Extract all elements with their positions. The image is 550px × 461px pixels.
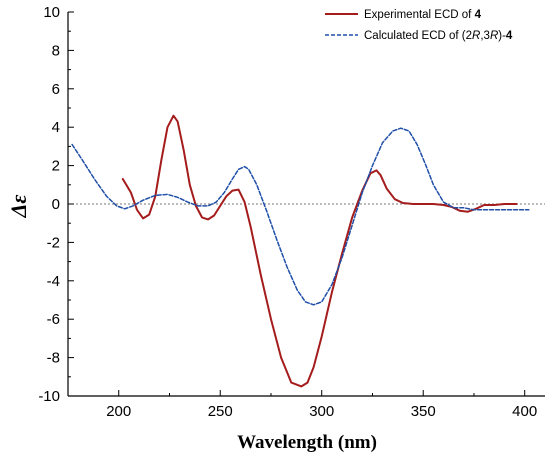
y-tick-label: 0 <box>52 196 60 213</box>
x-tick-label: 300 <box>309 403 334 420</box>
x-tick-label: 400 <box>512 403 537 420</box>
series-line-experimental <box>121 114 518 388</box>
y-tick-label: -10 <box>38 388 60 405</box>
legend-label-experimental: Experimental ECD of 4 <box>364 9 482 21</box>
y-tick-label: 4 <box>52 119 60 136</box>
y-tick-label: 6 <box>52 81 60 98</box>
legend-label-calculated: Calculated ECD of (2R,3R)-4 <box>364 30 513 42</box>
y-tick-label: 10 <box>43 4 60 21</box>
x-tick-label: 200 <box>106 403 131 420</box>
y-tick-label: -8 <box>47 350 60 367</box>
x-tick-label: 250 <box>208 403 233 420</box>
axes-layer: -10 -8 -6 -4 -2 0 2 4 6 8 10 200 250 300 350 400 <box>38 4 545 420</box>
series-layer <box>71 114 530 388</box>
x-tick-label: 350 <box>411 403 436 420</box>
legend: Experimental ECD of 4 Calculated ECD of … <box>325 9 513 42</box>
y-tick-label: -4 <box>47 273 60 290</box>
y-tick-label: 8 <box>52 42 60 59</box>
y-tick-label: -6 <box>47 311 60 328</box>
y-axis-title: Δε <box>6 195 31 219</box>
y-tick-label: -2 <box>47 234 60 251</box>
y-tick-label: 2 <box>52 158 60 175</box>
series-line-calculated <box>71 127 530 306</box>
x-axis-title: Wavelength (nm) <box>237 432 377 453</box>
